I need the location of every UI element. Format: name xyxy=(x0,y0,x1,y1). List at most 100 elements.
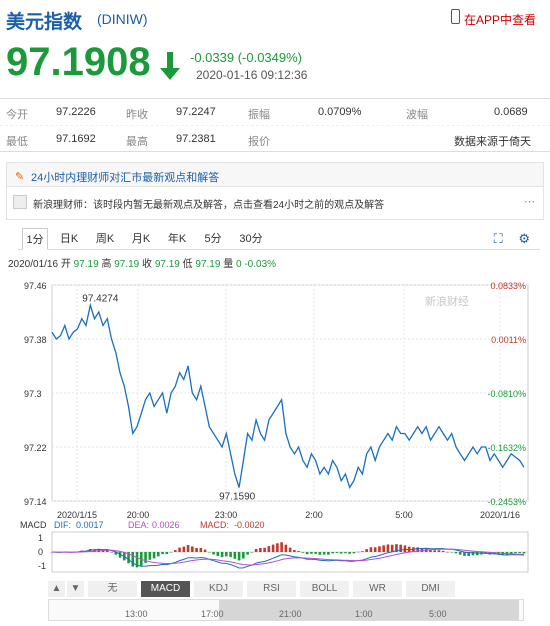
tab-kdj[interactable]: KDJ xyxy=(194,581,244,597)
scroll-up-button[interactable]: ▲ xyxy=(48,581,66,597)
data-source: 数据来源于倚天 xyxy=(454,136,531,148)
macd-bar xyxy=(509,552,513,554)
open-in-app-link[interactable]: 在APP中查看 xyxy=(463,13,536,27)
tab-wr[interactable]: WR xyxy=(353,581,403,597)
pct-tick-label: -0.0810% xyxy=(487,389,526,399)
tab-1min[interactable]: 1分 xyxy=(22,228,48,250)
range-navigator[interactable]: 13:00 17:00 21:00 1:00 5:00 xyxy=(48,599,524,621)
dea-value: 0.0026 xyxy=(152,520,180,530)
low-label: 低 xyxy=(182,259,193,270)
tab-rsi[interactable]: RSI xyxy=(247,581,297,597)
macd-bar xyxy=(271,544,275,552)
nav-label: 1:00 xyxy=(355,609,373,619)
x-tick-label: 23:00 xyxy=(215,510,238,520)
stats-table: 今开 97.2226 昨收 97.2247 振幅 0.0709% 波幅 0.06… xyxy=(0,98,550,152)
price-line xyxy=(51,302,525,490)
fullscreen-icon[interactable]: ⛶ xyxy=(493,231,503,246)
news-headline[interactable]: 24小时内理财师对汇市最新观点和解答 xyxy=(31,172,220,184)
phone-icon[interactable] xyxy=(451,9,460,24)
dea-line xyxy=(51,548,525,566)
news-item[interactable]: 新浪理财师：该时段内暂无最新观点及解答，点击查看24小时之前的观点及解答 ⋯ xyxy=(7,187,543,219)
macd-name: MACD xyxy=(20,520,47,530)
stat-value: 0.0709% xyxy=(318,106,362,118)
dea-label: DEA: xyxy=(128,520,149,530)
tab-dmi[interactable]: DMI xyxy=(406,581,456,597)
macd-bar xyxy=(305,552,309,555)
x-tick-label: 20:00 xyxy=(127,510,150,520)
stat-label: 报价 xyxy=(248,136,270,148)
stat-label: 波幅 xyxy=(406,109,428,121)
macd-bar xyxy=(369,547,373,552)
tab-30min[interactable]: 30分 xyxy=(239,233,263,245)
stat-value: 97.2381 xyxy=(176,133,216,145)
macd-bar xyxy=(105,550,109,552)
stat-value: 97.2247 xyxy=(176,106,216,118)
macd-bar xyxy=(182,546,186,552)
arrow-down-icon xyxy=(160,52,180,80)
price-chart[interactable]: 97.46 97.38 97.3 97.22 97.14 0.0833% 0.0011% -… xyxy=(0,272,550,580)
macd-bar xyxy=(208,552,211,553)
macd-bar xyxy=(327,552,330,555)
macd-bar xyxy=(467,552,471,557)
pct-change: -0.03% xyxy=(244,259,277,270)
macd-label: MACD: xyxy=(200,520,229,530)
macd-bar xyxy=(348,552,351,554)
macd-bar xyxy=(378,546,381,552)
macd-bar xyxy=(310,552,313,554)
macd-tick-label: -1 xyxy=(38,561,46,571)
tab-monthly[interactable]: 月K xyxy=(131,233,151,245)
macd-bar xyxy=(365,549,368,552)
news-item-text[interactable]: 新浪理财师：该时段内暂无最新观点及解答，点击查看24小时之前的观点及解答 xyxy=(33,200,385,211)
tab-boll[interactable]: BOLL xyxy=(300,581,350,597)
stat-value: 97.2226 xyxy=(56,106,96,118)
tab-yearly[interactable]: 年K xyxy=(167,233,187,245)
macd-bar xyxy=(169,552,173,553)
macd-bar xyxy=(174,550,177,552)
macd-bar xyxy=(114,552,118,555)
macd-bar xyxy=(229,552,232,558)
x-tick-label: 2:00 xyxy=(305,510,323,520)
more-icon[interactable]: ⋯ xyxy=(524,196,535,208)
macd-bar xyxy=(101,550,105,552)
x-tick-label: 5:00 xyxy=(395,510,413,520)
macd-bar xyxy=(518,552,522,554)
macd-tick-label: 0 xyxy=(38,547,43,557)
macd-bar xyxy=(471,552,475,556)
macd-value: -0.0020 xyxy=(234,520,265,530)
settings-icon[interactable]: ⚙ xyxy=(518,231,530,246)
macd-bar xyxy=(118,552,122,558)
header: 美元指数 (DINIW) 在APP中查看 xyxy=(0,0,550,36)
x-tick-label: 2020/1/15 xyxy=(57,510,97,520)
stat-value: 0.0689 xyxy=(494,106,528,118)
pct-tick-label: 0.0833% xyxy=(490,281,526,291)
tab-macd[interactable]: MACD xyxy=(141,581,191,597)
macd-bar xyxy=(361,551,364,552)
tab-weekly[interactable]: 周K xyxy=(95,233,115,245)
news-header[interactable]: ✎ 24小时内理财师对汇市最新观点和解答 xyxy=(7,163,543,187)
stat-label: 最低 xyxy=(6,136,28,148)
nav-label: 17:00 xyxy=(201,609,224,619)
scroll-down-button[interactable]: ▼ xyxy=(67,581,85,597)
macd-bar xyxy=(399,544,402,552)
nav-label: 5:00 xyxy=(429,609,447,619)
macd-bar xyxy=(288,547,292,552)
macd-bar xyxy=(144,552,147,563)
high-label: 高 xyxy=(101,259,112,270)
macd-bar xyxy=(356,551,360,553)
macd-bar xyxy=(314,552,317,554)
tab-none[interactable]: 无 xyxy=(88,581,138,597)
macd-bar xyxy=(220,552,224,558)
macd-bar xyxy=(237,552,241,561)
current-price: 97.1908 xyxy=(6,40,151,84)
page-title: 美元指数 xyxy=(6,12,83,33)
macd-bar xyxy=(148,552,152,560)
tab-5min[interactable]: 5分 xyxy=(204,233,222,245)
y-axis: 97.46 97.38 97.3 97.22 97.14 xyxy=(24,281,47,507)
macd-bar xyxy=(514,552,517,554)
y-tick-label: 97.14 xyxy=(24,497,47,507)
tab-daily[interactable]: 日K xyxy=(59,233,79,245)
macd-bar xyxy=(242,552,245,559)
x-axis: 2020/1/15 20:00 23:00 2:00 5:00 2020/1/16 xyxy=(57,510,520,520)
macd-bar xyxy=(475,552,479,556)
range-selection[interactable] xyxy=(219,600,519,620)
